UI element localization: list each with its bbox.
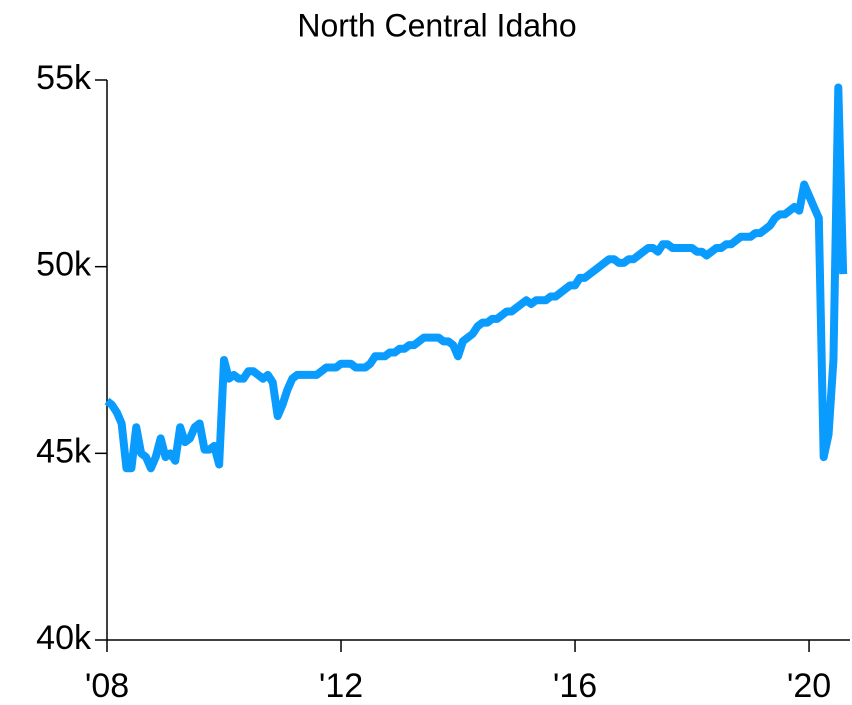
x-tick-label: '20 <box>787 667 831 705</box>
x-tick-label: '16 <box>553 667 597 705</box>
x-tick-label: '08 <box>85 667 129 705</box>
data-line <box>104 83 848 473</box>
y-tick-label: 45k <box>36 432 92 470</box>
chart-title: North Central Idaho <box>297 7 576 43</box>
y-tick-label: 40k <box>36 619 92 657</box>
y-tick-label: 50k <box>36 246 92 284</box>
x-tick-label: '12 <box>319 667 363 705</box>
y-tick-label: 55k <box>36 59 92 97</box>
